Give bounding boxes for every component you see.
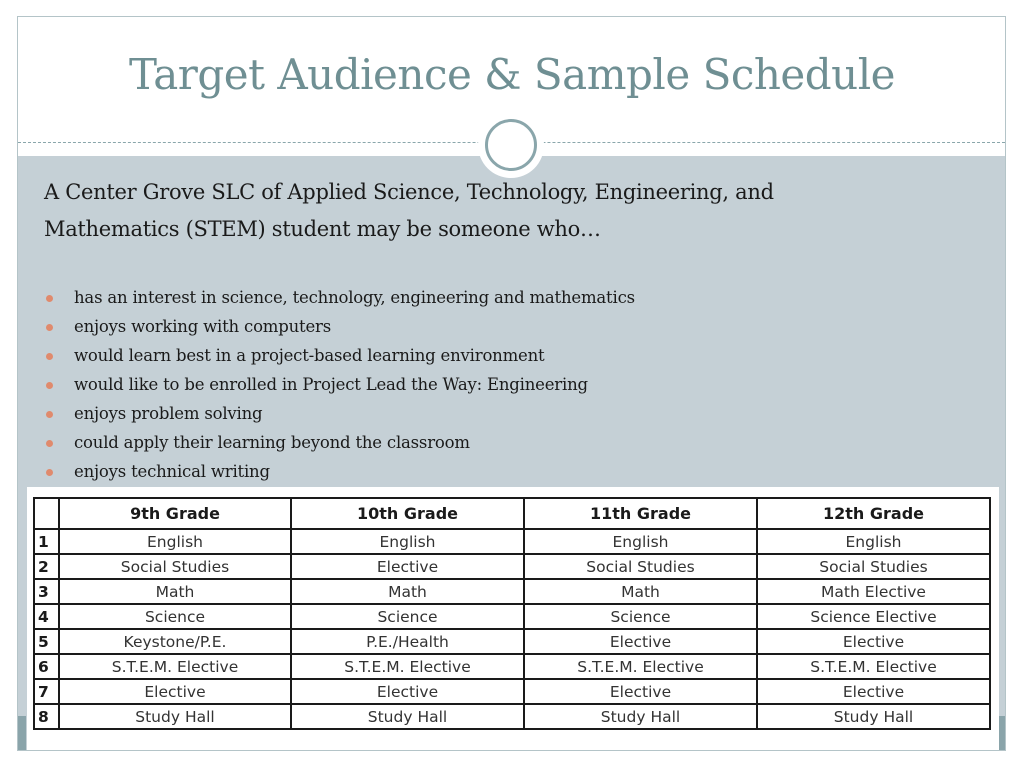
table-row: 5 Keystone/P.E. P.E./Health Elective Ele… (33, 628, 991, 655)
header-corner (33, 497, 60, 530)
table-cell: P.E./Health (290, 628, 525, 655)
table-cell: Math (58, 578, 292, 605)
bullet-text: would learn best in a project-based lear… (74, 346, 545, 365)
bullet-item: enjoys technical writing (44, 460, 635, 489)
table-row: 1 English English English English (33, 528, 991, 555)
table-cell: English (523, 528, 758, 555)
schedule-table-panel: 9th Grade 10th Grade 11th Grade 12th Gra… (27, 487, 999, 750)
bullet-text: could apply their learning beyond the cl… (74, 433, 470, 452)
period-number: 5 (33, 628, 60, 655)
table-cell: Science (523, 603, 758, 630)
bullet-dot-icon (46, 411, 53, 418)
bullet-item: could apply their learning beyond the cl… (44, 431, 635, 460)
bullet-dot-icon (46, 440, 53, 447)
period-number: 2 (33, 553, 60, 580)
table-header-row: 9th Grade 10th Grade 11th Grade 12th Gra… (33, 497, 991, 530)
intro-line-1: A Center Grove SLC of Applied Science, T… (44, 180, 774, 204)
table-cell: Elective (756, 628, 991, 655)
period-number: 6 (33, 653, 60, 680)
table-cell: Science (290, 603, 525, 630)
table-cell: S.T.E.M. Elective (290, 653, 525, 680)
table-cell: S.T.E.M. Elective (756, 653, 991, 680)
table-cell: Math (290, 578, 525, 605)
table-row: 8 Study Hall Study Hall Study Hall Study… (33, 703, 991, 730)
right-accent-strip (998, 716, 1005, 750)
bullet-text: enjoys problem solving (74, 404, 263, 423)
table-cell: Social Studies (756, 553, 991, 580)
table-cell: English (290, 528, 525, 555)
bullet-item: would learn best in a project-based lear… (44, 344, 635, 373)
bullet-item: has an interest in science, technology, … (44, 286, 635, 315)
bullet-item: enjoys working with computers (44, 315, 635, 344)
table-cell: Study Hall (756, 703, 991, 730)
table-cell: Elective (523, 678, 758, 705)
table-cell: Social Studies (58, 553, 292, 580)
intro-text: A Center Grove SLC of Applied Science, T… (44, 174, 874, 248)
table-cell: English (58, 528, 292, 555)
bullet-text: would like to be enrolled in Project Lea… (74, 375, 588, 394)
table-cell: Elective (523, 628, 758, 655)
table-cell: Study Hall (290, 703, 525, 730)
table-cell: S.T.E.M. Elective (523, 653, 758, 680)
left-accent-strip (18, 716, 26, 750)
table-row: 4 Science Science Science Science Electi… (33, 603, 991, 630)
table-row: 6 S.T.E.M. Elective S.T.E.M. Elective S.… (33, 653, 991, 680)
table-row: 7 Elective Elective Elective Elective (33, 678, 991, 705)
header-10th-grade: 10th Grade (290, 497, 525, 530)
divider-ring-icon (485, 119, 537, 171)
schedule-table: 9th Grade 10th Grade 11th Grade 12th Gra… (33, 497, 991, 730)
table-cell: Science (58, 603, 292, 630)
period-number: 1 (33, 528, 60, 555)
header-11th-grade: 11th Grade (523, 497, 758, 530)
bullet-dot-icon (46, 382, 53, 389)
bullet-item: would like to be enrolled in Project Lea… (44, 373, 635, 402)
header-12th-grade: 12th Grade (756, 497, 991, 530)
bullet-dot-icon (46, 295, 53, 302)
period-number: 7 (33, 678, 60, 705)
table-cell: Elective (58, 678, 292, 705)
bullet-text: enjoys working with computers (74, 317, 331, 336)
table-cell: Study Hall (58, 703, 292, 730)
bullet-dot-icon (46, 469, 53, 476)
bullet-text: enjoys technical writing (74, 462, 270, 481)
bullet-dot-icon (46, 324, 53, 331)
table-row: 3 Math Math Math Math Elective (33, 578, 991, 605)
table-cell: Social Studies (523, 553, 758, 580)
header-9th-grade: 9th Grade (58, 497, 292, 530)
bullet-item: enjoys problem solving (44, 402, 635, 431)
table-cell: Math (523, 578, 758, 605)
table-cell: Study Hall (523, 703, 758, 730)
table-cell: S.T.E.M. Elective (58, 653, 292, 680)
table-cell: Science Elective (756, 603, 991, 630)
table-cell: Elective (756, 678, 991, 705)
bullet-text: has an interest in science, technology, … (74, 288, 635, 307)
table-cell: Elective (290, 553, 525, 580)
period-number: 3 (33, 578, 60, 605)
bullet-dot-icon (46, 353, 53, 360)
table-row: 2 Social Studies Elective Social Studies… (33, 553, 991, 580)
intro-line-2: Mathematics (STEM) student may be someon… (44, 217, 601, 241)
table-cell: Elective (290, 678, 525, 705)
audience-bullet-list: has an interest in science, technology, … (44, 286, 635, 489)
period-number: 8 (33, 703, 60, 730)
table-cell: English (756, 528, 991, 555)
table-cell: Keystone/P.E. (58, 628, 292, 655)
table-cell: Math Elective (756, 578, 991, 605)
period-number: 4 (33, 603, 60, 630)
slide-title: Target Audience & Sample Schedule (129, 50, 896, 99)
